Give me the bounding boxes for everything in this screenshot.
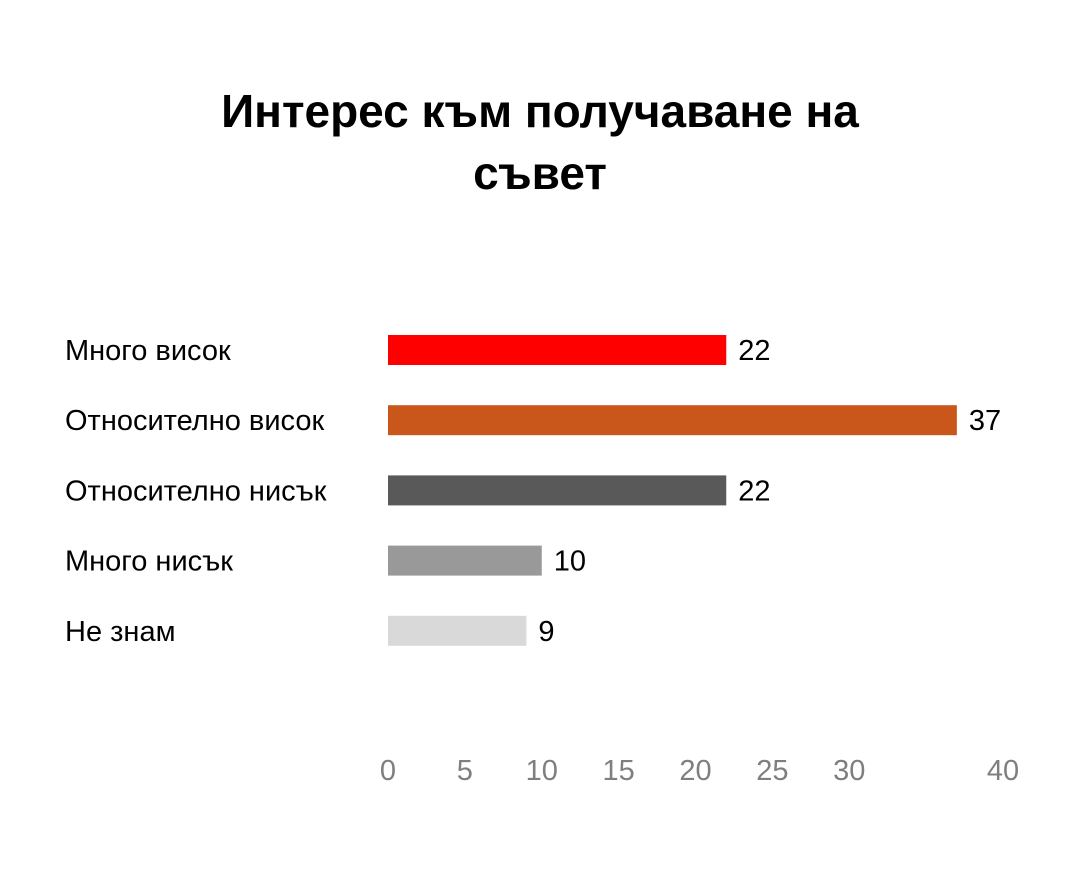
x-tick-label: 40 [987, 755, 1019, 787]
bar [388, 335, 727, 365]
value-label: 22 [738, 475, 770, 507]
bar [388, 475, 727, 506]
bar [388, 615, 527, 646]
chart-title-line-1: Интерес към получаване на [221, 85, 859, 137]
x-tick-label: 5 [457, 755, 473, 787]
value-label: 22 [738, 335, 770, 367]
x-tick-label: 15 [602, 755, 634, 787]
chart-title-line-2: съвет [473, 147, 607, 199]
x-tick-label: 30 [833, 755, 865, 787]
category-label: Не знам [65, 616, 176, 648]
x-tick-label: 0 [380, 755, 396, 787]
category-label: Относително висок [65, 405, 324, 437]
value-label: 10 [554, 546, 586, 578]
category-label: Много висок [65, 335, 231, 367]
bars-group: Много висок 22 Относително висок 37 Относите… [65, 335, 1001, 648]
category-label: Много нисък [65, 546, 233, 578]
x-tick-label: 25 [756, 755, 788, 787]
value-label: 9 [538, 616, 554, 648]
bar [388, 545, 542, 576]
category-label: Относително нисък [65, 475, 327, 507]
x-axis: 0 5 10 15 20 25 30 40 [380, 755, 1019, 787]
x-tick-label: 10 [526, 755, 558, 787]
bar [388, 405, 957, 436]
x-tick-label: 20 [679, 755, 711, 787]
value-label: 37 [969, 405, 1001, 437]
